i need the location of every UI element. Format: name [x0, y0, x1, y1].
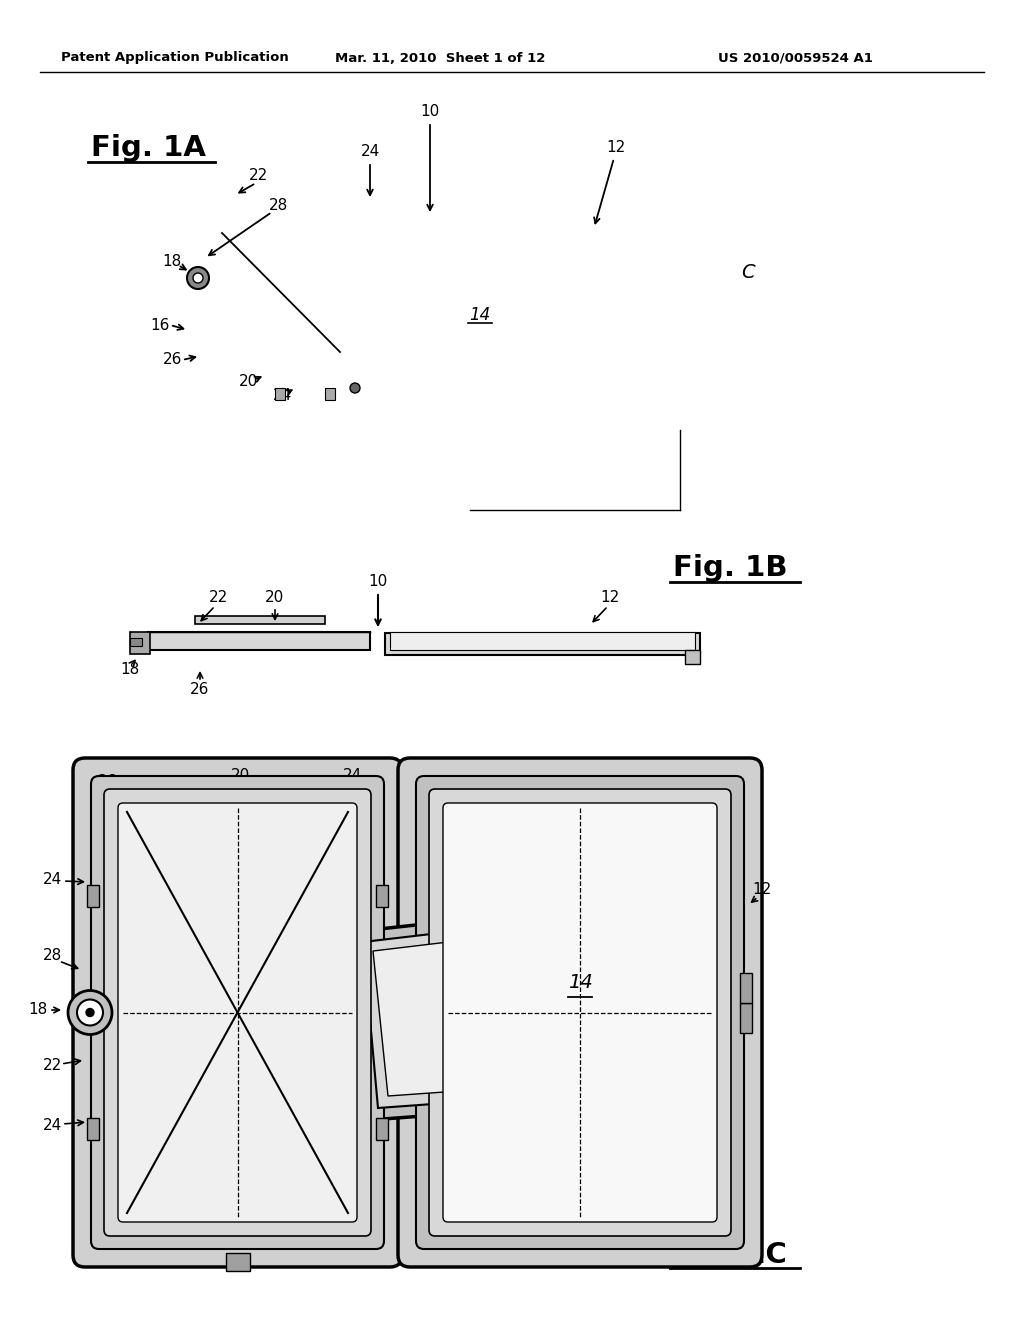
- Bar: [87, 1118, 99, 1140]
- Bar: [385, 634, 700, 655]
- Bar: [130, 638, 142, 645]
- Text: 10: 10: [348, 1238, 368, 1253]
- Text: 24: 24: [360, 144, 380, 160]
- Circle shape: [68, 990, 112, 1035]
- Text: 26: 26: [98, 775, 118, 789]
- Text: 18: 18: [121, 663, 139, 677]
- FancyBboxPatch shape: [398, 758, 762, 1267]
- Text: 28: 28: [42, 948, 61, 962]
- Text: 12: 12: [753, 883, 772, 898]
- Bar: [685, 649, 700, 664]
- Bar: [376, 884, 388, 907]
- Text: 20: 20: [239, 375, 258, 389]
- Polygon shape: [330, 810, 680, 890]
- Circle shape: [77, 999, 103, 1026]
- Text: 22: 22: [208, 590, 227, 606]
- Text: Fig. 1B: Fig. 1B: [673, 554, 787, 582]
- Polygon shape: [373, 927, 586, 1096]
- Text: 16: 16: [151, 318, 170, 333]
- FancyBboxPatch shape: [416, 776, 744, 1249]
- Text: 28: 28: [268, 198, 288, 213]
- FancyBboxPatch shape: [104, 789, 371, 1236]
- Bar: [376, 1118, 388, 1140]
- Text: 26: 26: [190, 682, 210, 697]
- Text: 16: 16: [111, 1208, 130, 1222]
- Circle shape: [86, 1008, 94, 1016]
- Text: 12: 12: [600, 590, 620, 606]
- Text: 10: 10: [421, 104, 439, 120]
- FancyBboxPatch shape: [443, 803, 717, 1222]
- FancyBboxPatch shape: [73, 758, 402, 1267]
- Bar: [130, 632, 150, 653]
- Bar: [740, 1002, 752, 1032]
- Bar: [325, 388, 335, 400]
- Text: 24: 24: [272, 388, 292, 403]
- Polygon shape: [352, 906, 610, 1119]
- Text: Fig. 1A: Fig. 1A: [90, 135, 206, 162]
- Polygon shape: [188, 932, 370, 1130]
- Text: 20: 20: [230, 767, 250, 783]
- Text: C: C: [741, 263, 755, 281]
- Text: 22: 22: [249, 168, 267, 182]
- Bar: [195, 616, 325, 624]
- Polygon shape: [115, 810, 345, 890]
- FancyBboxPatch shape: [429, 789, 731, 1236]
- Text: 24: 24: [42, 1118, 61, 1133]
- Bar: [390, 632, 695, 649]
- FancyBboxPatch shape: [118, 803, 357, 1222]
- Text: 10: 10: [369, 574, 388, 590]
- Polygon shape: [202, 944, 358, 1115]
- Polygon shape: [215, 954, 348, 1102]
- Text: Mar. 11, 2010  Sheet 1 of 12: Mar. 11, 2010 Sheet 1 of 12: [335, 51, 545, 65]
- Text: 24: 24: [343, 767, 362, 783]
- Polygon shape: [362, 916, 598, 1107]
- Circle shape: [350, 383, 360, 393]
- Text: Fig. 1C: Fig. 1C: [673, 1241, 786, 1269]
- Circle shape: [187, 267, 209, 289]
- Bar: [225, 1253, 250, 1271]
- Polygon shape: [130, 830, 680, 1144]
- FancyBboxPatch shape: [91, 776, 384, 1249]
- Text: 24: 24: [42, 873, 61, 887]
- Text: 18: 18: [29, 1002, 48, 1018]
- Circle shape: [193, 273, 203, 282]
- Text: 20: 20: [265, 590, 285, 606]
- Text: 24: 24: [310, 1221, 330, 1236]
- Text: 12: 12: [606, 140, 626, 156]
- Bar: [87, 884, 99, 907]
- Bar: [740, 973, 752, 1002]
- Text: Patent Application Publication: Patent Application Publication: [61, 51, 289, 65]
- Bar: [148, 632, 370, 649]
- Text: 26: 26: [163, 352, 182, 367]
- Text: 22: 22: [42, 1057, 61, 1072]
- Polygon shape: [115, 875, 340, 1144]
- Text: 14: 14: [567, 973, 592, 993]
- Text: 18: 18: [163, 255, 181, 269]
- Polygon shape: [680, 890, 750, 1090]
- Text: 14: 14: [469, 306, 490, 323]
- Text: US 2010/0059524 A1: US 2010/0059524 A1: [718, 51, 872, 65]
- Bar: [275, 388, 285, 400]
